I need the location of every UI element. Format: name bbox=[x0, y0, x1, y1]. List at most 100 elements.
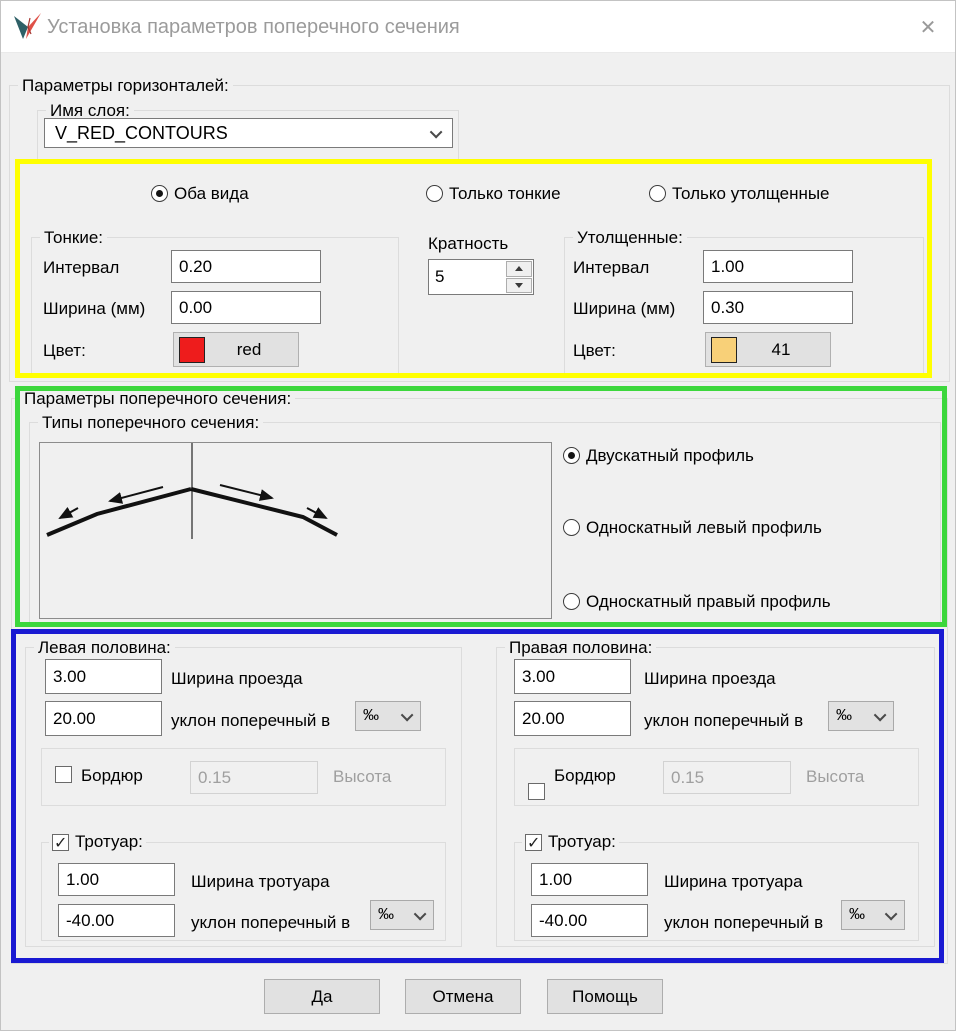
right-road-width-input[interactable]: 3.00 bbox=[514, 659, 631, 694]
thick-color-button[interactable]: 41 bbox=[705, 332, 831, 367]
close-icon[interactable]: ✕ bbox=[919, 17, 937, 39]
right-sidewalk-slope-input[interactable]: -40.00 bbox=[531, 904, 648, 937]
arrow-down-icon bbox=[515, 282, 523, 288]
left-slope-label: уклон поперечный в bbox=[171, 711, 331, 730]
right-half-group-label: Правая половина: bbox=[505, 638, 657, 658]
layer-select-value: V_RED_CONTOURS bbox=[55, 122, 228, 143]
left-sidewalk-slope-unit-select[interactable]: ‰ bbox=[370, 900, 434, 930]
radio-both-kinds-label[interactable]: Оба вида bbox=[174, 184, 249, 203]
radio-both-kinds[interactable] bbox=[151, 185, 168, 202]
thick-group-label: Утолщенные: bbox=[573, 228, 687, 248]
thick-interval-input[interactable]: 1.00 bbox=[703, 250, 853, 283]
cross-section-group-label: Параметры поперечного сечения: bbox=[20, 389, 296, 409]
left-sidewalk-width-input[interactable]: 1.00 bbox=[58, 863, 175, 896]
thin-group-label: Тонкие: bbox=[40, 228, 108, 248]
thin-interval-label: Интервал bbox=[43, 258, 120, 277]
right-sidewalk-slope-unit-value: ‰ bbox=[849, 906, 865, 923]
thick-width-input[interactable]: 0.30 bbox=[703, 291, 853, 324]
radio-double-slope-label[interactable]: Двускатный профиль bbox=[586, 446, 754, 465]
layer-group-label: Имя слоя: bbox=[46, 101, 134, 121]
left-sidewalk-label[interactable]: Тротуар: bbox=[75, 832, 143, 851]
left-curb-height-input: 0.15 bbox=[190, 761, 318, 794]
right-slope-unit-value: ‰ bbox=[836, 707, 852, 724]
radio-thin-only-label[interactable]: Только тонкие bbox=[449, 184, 561, 203]
spinner-buttons bbox=[506, 261, 532, 293]
left-sidewalk-slope-input[interactable]: -40.00 bbox=[58, 904, 175, 937]
left-slope-input[interactable]: 20.00 bbox=[45, 701, 162, 736]
window-title: Установка параметров поперечного сечения bbox=[47, 16, 460, 38]
left-sidewalk-group bbox=[41, 842, 446, 941]
right-sidewalk-checkbox[interactable] bbox=[525, 833, 542, 853]
chevron-down-icon bbox=[873, 708, 887, 721]
radio-thin-only[interactable] bbox=[426, 185, 443, 202]
right-sidewalk-caption: Тротуар: bbox=[522, 832, 619, 853]
multiplicity-spinner[interactable]: 5 bbox=[428, 259, 534, 295]
arrow-up-icon bbox=[515, 266, 523, 272]
right-slope-input[interactable]: 20.00 bbox=[514, 701, 631, 736]
chevron-down-icon bbox=[429, 125, 443, 138]
thin-color-name: red bbox=[236, 339, 262, 359]
left-half-group-label: Левая половина: bbox=[34, 638, 175, 658]
left-half-group: Левая половина: bbox=[25, 638, 462, 947]
right-sidewalk-slope-unit-select[interactable]: ‰ bbox=[841, 900, 905, 930]
left-sidewalk-slope-label: уклон поперечный в bbox=[191, 913, 351, 932]
thick-color-name: 41 bbox=[771, 339, 791, 359]
title-bar: Установка параметров поперечного сечения… bbox=[1, 1, 955, 53]
section-types-group-label: Типы поперечного сечения: bbox=[38, 413, 264, 433]
chevron-down-icon bbox=[413, 907, 427, 920]
thick-color-swatch bbox=[711, 336, 737, 363]
right-curb-height-label: Высота bbox=[806, 767, 865, 786]
radio-single-left-label[interactable]: Односкатный левый профиль bbox=[586, 518, 822, 537]
thin-color-label: Цвет: bbox=[43, 341, 86, 360]
right-slope-label: уклон поперечный в bbox=[644, 711, 804, 730]
left-road-width-input[interactable]: 3.00 bbox=[45, 659, 162, 694]
right-curb-label[interactable]: Бордюр bbox=[554, 766, 616, 785]
right-half-group: Правая половина: bbox=[496, 638, 935, 947]
road-profile-drawing bbox=[46, 443, 338, 539]
thin-width-label: Ширина (мм) bbox=[43, 299, 146, 318]
radio-thick-only-label[interactable]: Только утолщенные bbox=[672, 184, 830, 203]
horizontals-group: Параметры горизонталей: bbox=[9, 76, 950, 382]
left-road-width-label: Ширина проезда bbox=[171, 669, 303, 688]
radio-double-slope-profile[interactable] bbox=[563, 447, 580, 464]
cross-section-group: Параметры поперечного сечения: bbox=[11, 389, 948, 964]
radio-thick-only[interactable] bbox=[649, 185, 666, 202]
left-sidewalk-slope-unit-value: ‰ bbox=[378, 906, 394, 923]
thin-interval-input[interactable]: 0.20 bbox=[171, 250, 321, 283]
right-sidewalk-label[interactable]: Тротуар: bbox=[548, 832, 616, 851]
horizontals-group-label: Параметры горизонталей: bbox=[18, 76, 233, 96]
chevron-down-icon bbox=[884, 907, 898, 920]
radio-single-left-profile[interactable] bbox=[563, 519, 580, 536]
multiplicity-value: 5 bbox=[435, 267, 445, 286]
left-curb-checkbox[interactable] bbox=[55, 766, 72, 783]
right-curb-checkbox[interactable] bbox=[528, 783, 545, 800]
left-curb-panel bbox=[41, 748, 446, 806]
right-curb-panel bbox=[514, 748, 919, 806]
left-slope-unit-select[interactable]: ‰ bbox=[355, 701, 421, 731]
app-logo-icon bbox=[14, 13, 41, 39]
thick-color-label: Цвет: bbox=[573, 341, 616, 360]
layer-select[interactable]: V_RED_CONTOURS bbox=[44, 118, 453, 148]
chevron-down-icon bbox=[400, 708, 414, 721]
right-sidewalk-width-input[interactable]: 1.00 bbox=[531, 863, 648, 896]
right-sidewalk-group bbox=[514, 842, 919, 941]
multiplicity-label: Кратность bbox=[428, 234, 509, 253]
left-curb-height-label: Высота bbox=[333, 767, 392, 786]
left-slope-unit-value: ‰ bbox=[363, 707, 379, 724]
thin-color-button[interactable]: red bbox=[173, 332, 299, 367]
spin-up-button[interactable] bbox=[506, 261, 532, 277]
radio-single-right-profile[interactable] bbox=[563, 593, 580, 610]
thin-width-input[interactable]: 0.00 bbox=[171, 291, 321, 324]
cross-section-diagram bbox=[39, 442, 552, 619]
right-curb-height-input: 0.15 bbox=[663, 761, 791, 794]
right-slope-unit-select[interactable]: ‰ bbox=[828, 701, 894, 731]
ok-button[interactable]: Да bbox=[264, 979, 380, 1014]
spin-down-button[interactable] bbox=[506, 277, 532, 293]
cancel-button[interactable]: Отмена bbox=[405, 979, 521, 1014]
left-sidewalk-checkbox[interactable] bbox=[52, 833, 69, 853]
help-button[interactable]: Помощь bbox=[547, 979, 663, 1014]
right-sidewalk-slope-label: уклон поперечный в bbox=[664, 913, 824, 932]
radio-single-right-label[interactable]: Односкатный правый профиль bbox=[586, 592, 831, 611]
left-curb-label[interactable]: Бордюр bbox=[81, 766, 143, 785]
